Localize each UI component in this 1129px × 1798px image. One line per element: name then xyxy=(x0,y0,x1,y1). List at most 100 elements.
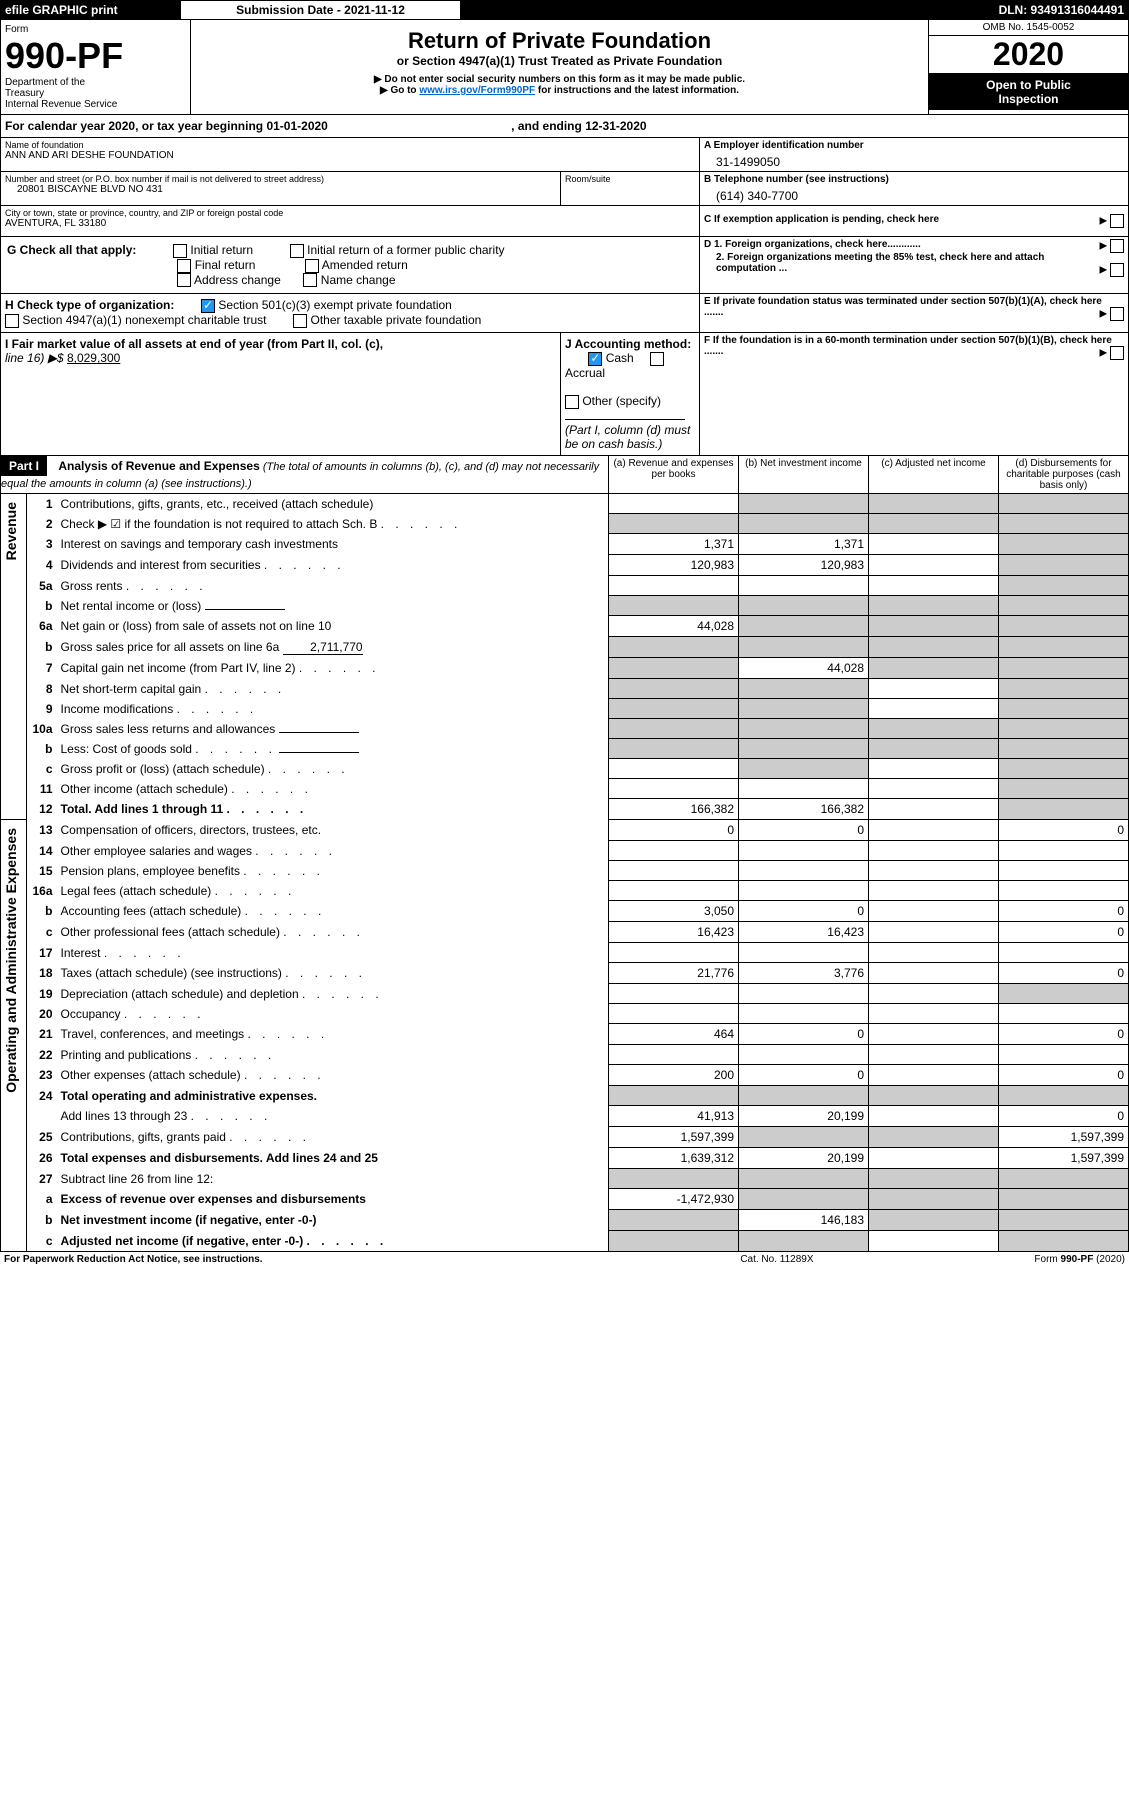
g-former-public-checkbox[interactable] xyxy=(290,244,304,258)
cell-c xyxy=(869,1065,999,1086)
cell-a xyxy=(609,841,739,861)
table-row: 14Other employee salaries and wages . . … xyxy=(1,841,1129,861)
table-row: cAdjusted net income (if negative, enter… xyxy=(1,1231,1129,1252)
table-row: 3Interest on savings and temporary cash … xyxy=(1,534,1129,555)
cell-b: 120,983 xyxy=(739,555,869,576)
cell-a: 41,913 xyxy=(609,1106,739,1127)
cell-d: 0 xyxy=(999,1024,1129,1045)
h-4947-checkbox[interactable] xyxy=(5,314,19,328)
table-row: 12Total. Add lines 1 through 11 . . . . … xyxy=(1,799,1129,820)
part-1-title: Analysis of Revenue and Expenses xyxy=(58,459,259,473)
cell-c xyxy=(869,719,999,739)
cell-a xyxy=(609,514,739,534)
cell-d xyxy=(999,799,1129,820)
j-label: J Accounting method: xyxy=(565,337,691,351)
line-number: 20 xyxy=(27,1004,57,1024)
j-cash-checkbox[interactable] xyxy=(588,352,602,366)
line-description: Net gain or (loss) from sale of assets n… xyxy=(57,616,609,637)
g-amended-checkbox[interactable] xyxy=(305,259,319,273)
g-final-return-checkbox[interactable] xyxy=(177,259,191,273)
cell-b xyxy=(739,514,869,534)
g-opt-2: Address change xyxy=(194,273,281,287)
cell-b: 20,199 xyxy=(739,1148,869,1169)
d2-checkbox[interactable] xyxy=(1110,263,1124,277)
table-row: bNet rental income or (loss) xyxy=(1,596,1129,616)
line-number xyxy=(27,1106,57,1127)
j-other-checkbox[interactable] xyxy=(565,395,579,409)
cell-d xyxy=(999,1045,1129,1065)
cell-b: 0 xyxy=(739,1024,869,1045)
g-initial-return-checkbox[interactable] xyxy=(173,244,187,258)
c-checkbox[interactable] xyxy=(1110,214,1124,228)
f-checkbox[interactable] xyxy=(1110,346,1124,360)
line-description: Occupancy . . . . . . xyxy=(57,1004,609,1024)
i-label: I Fair market value of all assets at end… xyxy=(5,337,383,351)
h-501-checkbox[interactable] xyxy=(201,299,215,313)
line-number: 14 xyxy=(27,841,57,861)
g-opt-5: Name change xyxy=(321,273,396,287)
cell-a xyxy=(609,576,739,596)
col-d-header: (d) Disbursements for charitable purpose… xyxy=(999,456,1129,494)
line-number: 9 xyxy=(27,699,57,719)
cell-b: 0 xyxy=(739,901,869,922)
cell-d xyxy=(999,555,1129,576)
phone-label: B Telephone number (see instructions) xyxy=(704,174,1124,185)
ein-label: A Employer identification number xyxy=(704,140,1124,151)
cell-c xyxy=(869,861,999,881)
line-description: Compensation of officers, directors, tru… xyxy=(57,820,609,841)
cell-c xyxy=(869,779,999,799)
line-description: Excess of revenue over expenses and disb… xyxy=(57,1189,609,1210)
d1-checkbox[interactable] xyxy=(1110,239,1124,253)
line-number: 24 xyxy=(27,1086,57,1106)
cell-a: 166,382 xyxy=(609,799,739,820)
dept-line3: Internal Revenue Service xyxy=(5,99,186,110)
cell-c xyxy=(869,514,999,534)
footer-right: Form 990-PF (2020) xyxy=(880,1252,1129,1267)
cell-a: 0 xyxy=(609,820,739,841)
cell-a: 44,028 xyxy=(609,616,739,637)
g-address-change-checkbox[interactable] xyxy=(177,273,191,287)
line-number: 7 xyxy=(27,658,57,679)
cell-a xyxy=(609,943,739,963)
e-label: E If private foundation status was termi… xyxy=(704,296,1102,318)
cell-c xyxy=(869,576,999,596)
cell-a: 3,050 xyxy=(609,901,739,922)
line-number: 17 xyxy=(27,943,57,963)
efile-label: efile GRAPHIC print xyxy=(1,1,181,20)
table-row: aExcess of revenue over expenses and dis… xyxy=(1,1189,1129,1210)
cell-b xyxy=(739,881,869,901)
line-description: Pension plans, employee benefits . . . .… xyxy=(57,861,609,881)
line-description: Other professional fees (attach schedule… xyxy=(57,922,609,943)
line-description: Total expenses and disbursements. Add li… xyxy=(57,1148,609,1169)
table-row: 24Total operating and administrative exp… xyxy=(1,1086,1129,1106)
line-number: 25 xyxy=(27,1127,57,1148)
line-description: Net short-term capital gain . . . . . . xyxy=(57,679,609,699)
line-number: 10a xyxy=(27,719,57,739)
g-name-change-checkbox[interactable] xyxy=(303,273,317,287)
j-accrual-checkbox[interactable] xyxy=(650,352,664,366)
instructions-link[interactable]: www.irs.gov/Form990PF xyxy=(419,85,535,96)
e-checkbox[interactable] xyxy=(1110,307,1124,321)
cell-c xyxy=(869,1210,999,1231)
line-description: Contributions, gifts, grants, etc., rece… xyxy=(57,493,609,514)
line-number: 18 xyxy=(27,963,57,984)
cell-c xyxy=(869,901,999,922)
cell-c xyxy=(869,1148,999,1169)
h-other-checkbox[interactable] xyxy=(293,314,307,328)
col-b-header: (b) Net investment income xyxy=(739,456,869,494)
line-description: Other employee salaries and wages . . . … xyxy=(57,841,609,861)
line-description: Less: Cost of goods sold . . . . . . xyxy=(57,739,609,759)
d2-label: 2. Foreign organizations meeting the 85%… xyxy=(716,252,1044,274)
form-subtitle: or Section 4947(a)(1) Trust Treated as P… xyxy=(199,54,920,68)
identity-block: Name of foundation ANN AND ARI DESHE FOU… xyxy=(0,138,1129,456)
city-value: AVENTURA, FL 33180 xyxy=(5,218,695,229)
line-number: 5a xyxy=(27,576,57,596)
c-label: C If exemption application is pending, c… xyxy=(704,214,939,225)
cell-d xyxy=(999,1086,1129,1106)
cell-b: 1,371 xyxy=(739,534,869,555)
table-row: bNet investment income (if negative, ent… xyxy=(1,1210,1129,1231)
note-1: ▶ Do not enter social security numbers o… xyxy=(199,74,920,85)
line-number: c xyxy=(27,759,57,779)
addr-value: 20801 BISCAYNE BLVD NO 431 xyxy=(5,184,556,195)
table-row: Operating and Administrative Expenses13C… xyxy=(1,820,1129,841)
